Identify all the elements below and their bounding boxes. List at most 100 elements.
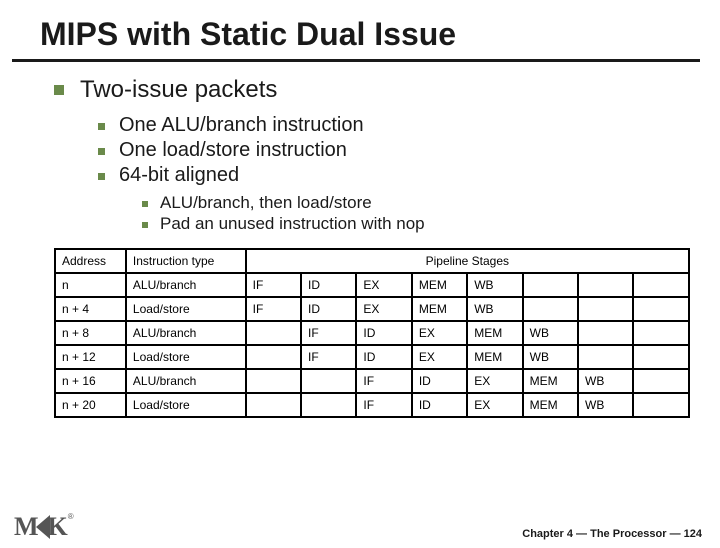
bullet-square-icon [142,201,148,207]
cell-stage: ID [356,345,411,369]
table-header-row: Address Instruction type Pipeline Stages [55,249,689,273]
bullet-square-icon [98,148,105,155]
bullet-text: 64-bit aligned [119,164,239,187]
cell-stage: IF [356,393,411,417]
bullet-square-icon [98,173,105,180]
sublist-1: One ALU/branch instruction One load/stor… [98,114,690,234]
header-instruction-type: Instruction type [126,249,246,273]
cell-stage: EX [356,273,411,297]
cell-stage [633,345,689,369]
header-address: Address [55,249,126,273]
cell-stage: MEM [412,297,467,321]
cell-stage [301,393,356,417]
cell-instruction: Load/store [126,393,246,417]
cell-stage [523,297,578,321]
table-row: n + 8ALU/branch IFIDEXMEMWB [55,321,689,345]
table-row: n + 12Load/store IFIDEXMEMWB [55,345,689,369]
table-row: nALU/branchIFIDEXMEMWB [55,273,689,297]
cell-stage [246,345,301,369]
cell-stage [633,297,689,321]
footer-text: Chapter 4 — The Processor — 124 [522,528,702,540]
table-row: n + 4Load/storeIFIDEXMEMWB [55,297,689,321]
cell-address: n [55,273,126,297]
content-area: Two-issue packets One ALU/branch instruc… [0,62,720,234]
bullet-level2: 64-bit aligned [98,164,690,187]
cell-stage: EX [467,393,522,417]
table-row: n + 20Load/store IFIDEXMEMWB [55,393,689,417]
cell-stage [578,345,633,369]
cell-stage: WB [467,273,522,297]
header-pipeline-stages: Pipeline Stages [246,249,689,273]
bullet-text: ALU/branch, then load/store [160,193,372,213]
cell-stage [578,321,633,345]
cell-stage: IF [246,273,301,297]
publisher-logo: M K ® [14,512,74,542]
cell-address: n + 16 [55,369,126,393]
cell-stage [523,273,578,297]
logo-letter-m: M [14,512,36,542]
cell-stage: WB [523,345,578,369]
cell-instruction: ALU/branch [126,273,246,297]
cell-stage: ID [301,297,356,321]
logo-registered-icon: ® [68,512,74,521]
logo-letter-k: K [48,512,65,542]
cell-stage [633,273,689,297]
cell-stage: MEM [523,369,578,393]
table-row: n + 16ALU/branch IFIDEXMEMWB [55,369,689,393]
cell-instruction: Load/store [126,345,246,369]
bullet-text: Pad an unused instruction with nop [160,214,425,234]
bullet-level3: Pad an unused instruction with nop [142,214,690,234]
cell-stage: IF [246,297,301,321]
cell-stage [633,393,689,417]
cell-stage: ID [301,273,356,297]
cell-stage [633,321,689,345]
cell-stage: EX [412,321,467,345]
cell-address: n + 4 [55,297,126,321]
cell-stage: MEM [523,393,578,417]
cell-stage: MEM [412,273,467,297]
cell-stage: MEM [467,345,522,369]
cell-instruction: ALU/branch [126,321,246,345]
cell-address: n + 20 [55,393,126,417]
cell-stage [301,369,356,393]
cell-stage: ID [412,393,467,417]
bullet-square-icon [54,85,64,95]
cell-stage: IF [301,321,356,345]
bullet-level3: ALU/branch, then load/store [142,193,690,213]
sublist-2: ALU/branch, then load/store Pad an unuse… [142,193,690,234]
slide-title: MIPS with Static Dual Issue [40,16,700,53]
cell-address: n + 12 [55,345,126,369]
bullet-level1: Two-issue packets [54,76,690,104]
bullet-square-icon [142,222,148,228]
cell-stage: IF [301,345,356,369]
cell-stage [246,369,301,393]
cell-stage [246,321,301,345]
bullet-text: Two-issue packets [80,76,277,104]
cell-stage: MEM [467,321,522,345]
bullet-level2: One ALU/branch instruction [98,114,690,137]
table-body: nALU/branchIFIDEXMEMWBn + 4Load/storeIFI… [55,273,689,417]
cell-stage [633,369,689,393]
pipeline-table-wrap: Address Instruction type Pipeline Stages… [54,248,690,418]
cell-stage [246,393,301,417]
cell-stage: EX [467,369,522,393]
cell-stage: WB [578,393,633,417]
cell-address: n + 8 [55,321,126,345]
cell-stage [578,297,633,321]
logo-mark: M K [14,512,65,542]
bullet-text: One ALU/branch instruction [119,114,364,137]
bullet-text: One load/store instruction [119,139,347,162]
title-bar: MIPS with Static Dual Issue [12,8,700,62]
cell-instruction: ALU/branch [126,369,246,393]
cell-stage [578,273,633,297]
cell-stage: WB [523,321,578,345]
cell-stage: ID [356,321,411,345]
pipeline-table: Address Instruction type Pipeline Stages… [54,248,690,418]
cell-stage: EX [412,345,467,369]
cell-stage: EX [356,297,411,321]
cell-stage: WB [467,297,522,321]
cell-stage: WB [578,369,633,393]
cell-stage: IF [356,369,411,393]
cell-instruction: Load/store [126,297,246,321]
cell-stage: ID [412,369,467,393]
